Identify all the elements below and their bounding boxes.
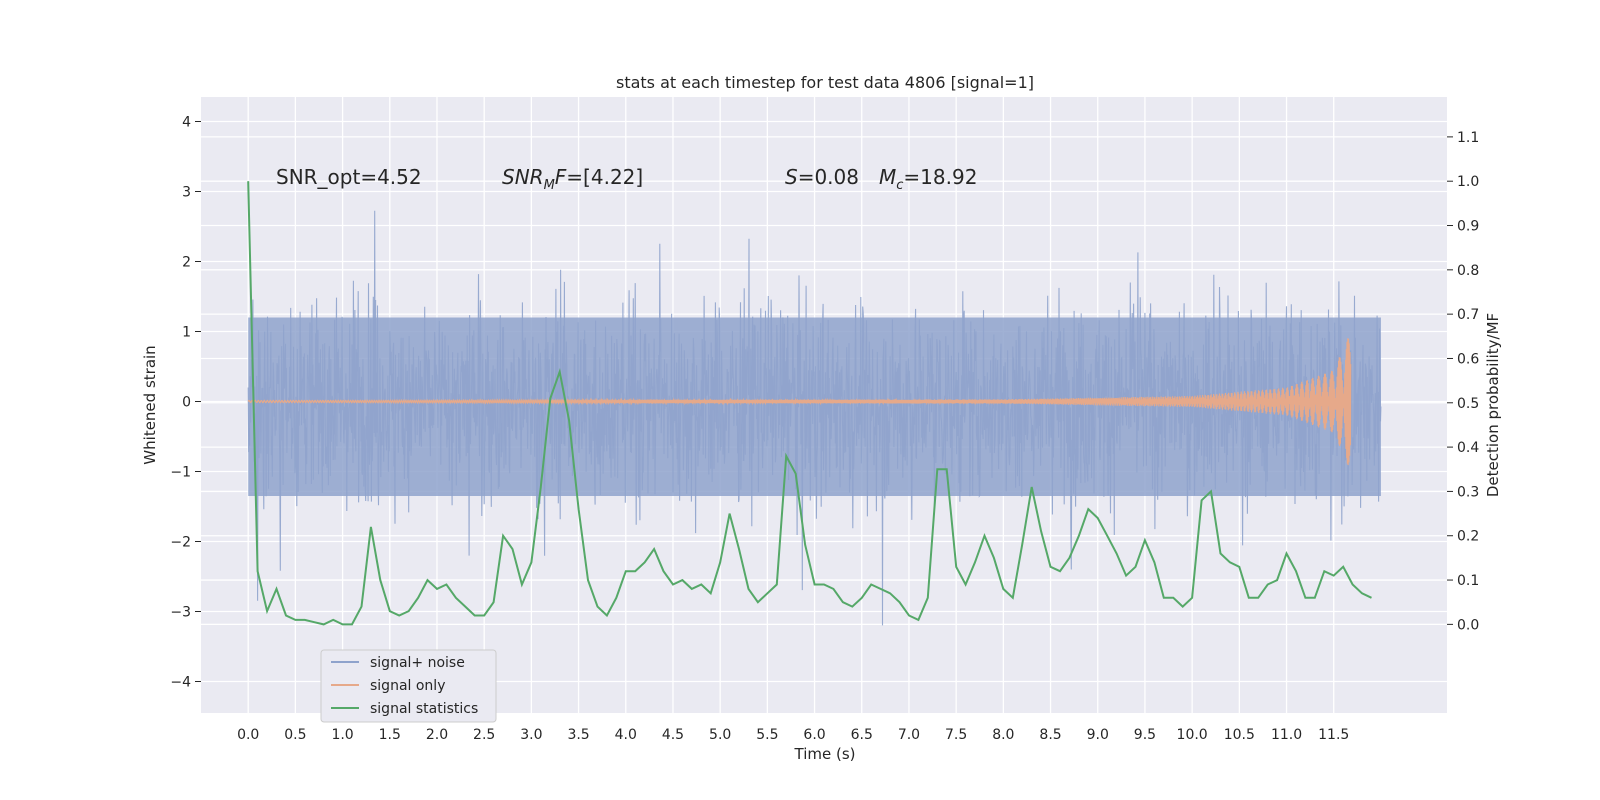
y-left-tick-label: 1 — [182, 325, 191, 341]
legend: signal+ noise signal only signal statist… — [320, 649, 497, 723]
x-tick-label: 9.0 — [1087, 727, 1109, 743]
signal-only-series — [247, 338, 1352, 466]
x-tick-label: 9.5 — [1134, 727, 1156, 743]
y-right-tick-label: 0.8 — [1457, 263, 1479, 279]
x-tick-label: 8.0 — [992, 727, 1014, 743]
chart-title: stats at each timestep for test data 480… — [616, 73, 1034, 92]
x-tick-label: 0.0 — [237, 727, 259, 743]
x-tick-label: 4.5 — [662, 727, 684, 743]
s-main: S — [785, 165, 798, 189]
y-right-tick-label: 0.1 — [1457, 573, 1479, 589]
legend-label-stats: signal statistics — [370, 701, 478, 717]
y-right-tick-label: 0.2 — [1457, 529, 1479, 545]
x-tick-label: 2.5 — [473, 727, 495, 743]
mc-main: M — [879, 165, 896, 189]
x-tick-label: 8.5 — [1039, 727, 1061, 743]
s-annotation: S=0.08 — [785, 165, 859, 189]
y-axis-right-label: Detection probability/MF — [1484, 313, 1502, 497]
x-tick-label: 7.5 — [945, 727, 967, 743]
mc-annotation: Mc=18.92 — [879, 165, 977, 193]
snr-opt-annotation: SNR_opt=4.52 — [276, 165, 422, 189]
signal-statistics-line — [247, 181, 1372, 626]
x-tick-label: 1.5 — [379, 727, 401, 743]
x-tick-label: 3.0 — [520, 727, 542, 743]
snr-mf-rest: =[4.22] — [566, 165, 643, 189]
y-right-tick-label: 0.3 — [1457, 484, 1479, 500]
y-right-tick-label: 1.0 — [1457, 174, 1479, 190]
y-right-tick-label: 0.4 — [1457, 440, 1479, 456]
legend-label-noise: signal+ noise — [370, 655, 465, 671]
x-tick-label: 10.5 — [1224, 727, 1255, 743]
y-right-tick-label: 1.1 — [1457, 130, 1479, 146]
legend-label-signal: signal only — [370, 678, 445, 694]
x-tick-label: 11.5 — [1318, 727, 1349, 743]
tick-layer: 0.0 0.5 1.0 1.5 2.0 2.5 3.0 3.5 4.0 4.5 5.0 5.5 6.0 6… — [170, 115, 1479, 744]
mc-rest: =18.92 — [903, 165, 977, 189]
x-tick-label: 11.0 — [1271, 727, 1302, 743]
signal-only-line — [247, 338, 1352, 466]
x-axis-label: Time (s) — [794, 745, 856, 763]
snr-mf-sub: M — [544, 178, 555, 193]
y-left-tick-label: −4 — [170, 675, 191, 691]
y-left-tick-label: −2 — [170, 535, 191, 551]
y-left-tick-label: 4 — [182, 115, 191, 131]
y-left-tick-label: 3 — [182, 185, 191, 201]
x-tick-label: 5.0 — [709, 727, 731, 743]
x-tick-label: 5.5 — [756, 727, 778, 743]
y-axis-left-label: Whitened strain — [141, 345, 159, 464]
snr-mf-f: F — [555, 165, 567, 189]
y-right-tick-label: 0.9 — [1457, 219, 1479, 235]
x-tick-label: 3.5 — [567, 727, 589, 743]
s-rest: =0.08 — [798, 165, 859, 189]
y-right-tick-label: 0.5 — [1457, 396, 1479, 412]
x-tick-label: 0.5 — [284, 727, 306, 743]
legend-box — [320, 649, 497, 723]
x-tick-label: 10.0 — [1177, 727, 1208, 743]
y-left-tick-label: −3 — [170, 605, 191, 621]
x-tick-label: 7.0 — [898, 727, 920, 743]
x-tick-label: 6.5 — [851, 727, 873, 743]
snr-mf-main: SNR — [502, 165, 544, 189]
snr-mf-annotation: SNRMF=[4.22] — [502, 165, 643, 193]
y-left-tick-label: 2 — [182, 255, 191, 271]
signal-statistics-series — [247, 181, 1372, 626]
y-left-tick-label: −1 — [170, 465, 191, 481]
x-tick-label: 6.0 — [803, 727, 825, 743]
y-right-tick-label: 0.7 — [1457, 307, 1479, 323]
x-tick-label: 2.0 — [426, 727, 448, 743]
y-right-tick-label: 0.0 — [1457, 617, 1479, 633]
mc-sub: c — [896, 178, 903, 193]
x-tick-label: 1.0 — [331, 727, 353, 743]
x-tick-label: 4.0 — [615, 727, 637, 743]
y-left-tick-label: 0 — [182, 395, 191, 411]
y-right-tick-label: 0.6 — [1457, 351, 1479, 367]
